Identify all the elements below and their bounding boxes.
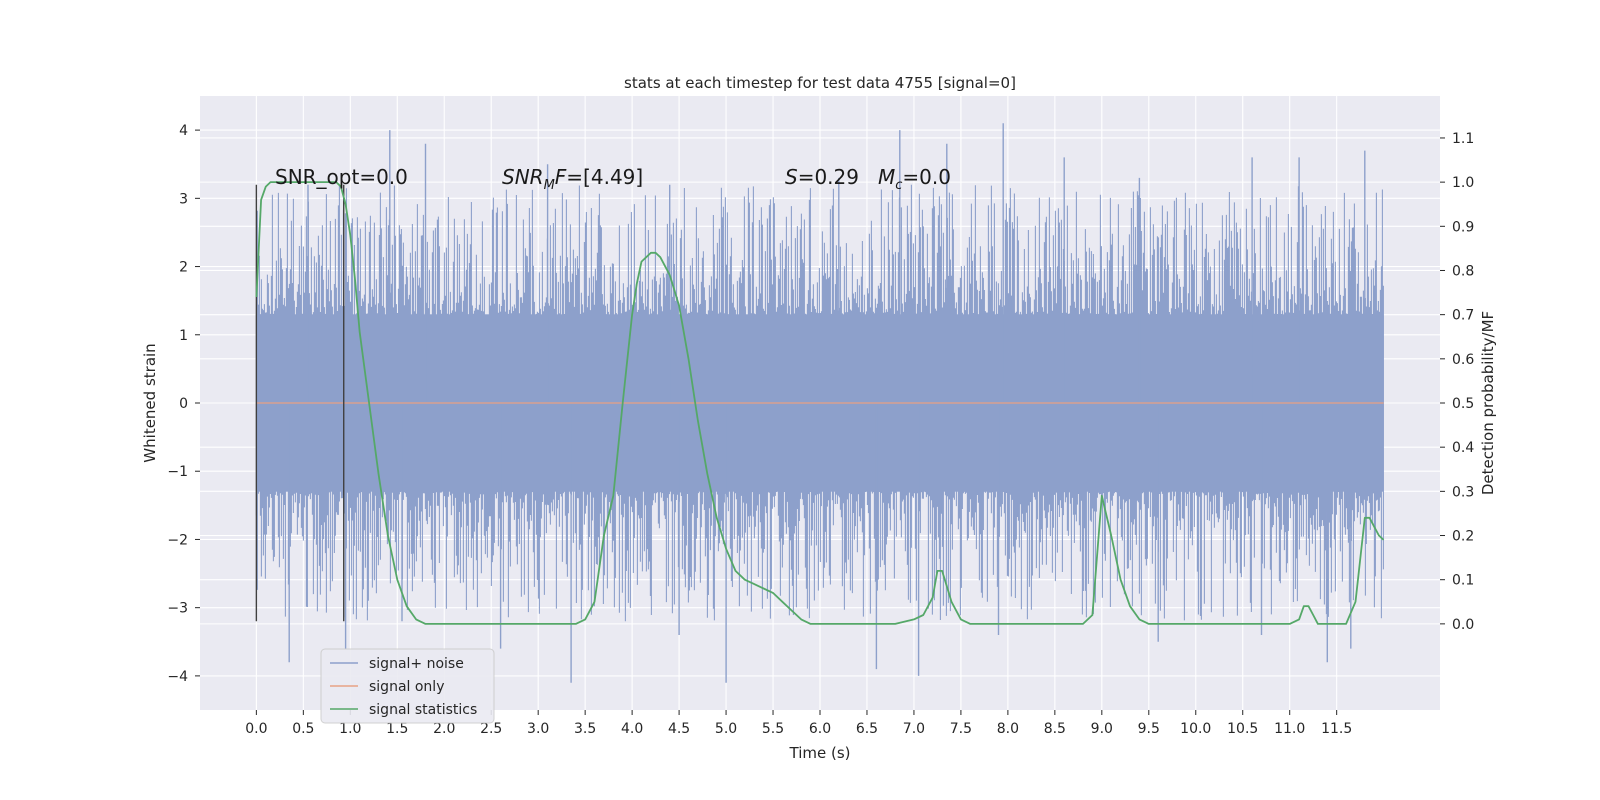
x-tick-label: 6.0 — [809, 721, 831, 737]
legend-label-signal-statistics: signal statistics — [369, 702, 477, 718]
annotation-s: S=0.29 — [785, 165, 859, 189]
x-tick-label: 0.5 — [292, 721, 314, 737]
y-axis-label: Whitened strain — [141, 343, 159, 462]
y2-tick-label: 0.8 — [1452, 263, 1474, 279]
annotation-snr-opt: SNR_opt=0.0 — [275, 165, 408, 189]
y2-tick-label: 0.6 — [1452, 352, 1474, 368]
x-tick-label: 3.5 — [574, 721, 596, 737]
legend-label-signal-only: signal only — [369, 679, 444, 695]
lines-layer — [255, 181, 1385, 625]
x-tick-label: 11.0 — [1274, 721, 1305, 737]
x-tick-label: 8.5 — [1044, 721, 1066, 737]
ticks: 0.0 0.5 1.0 1.5 2.0 2.5 3.0 3.5 4.0 4.5 5.0 5.5 6.0 6… — [167, 123, 1474, 737]
y2-tick-label: 0.4 — [1452, 440, 1474, 456]
y2-tick-label: 1.0 — [1452, 175, 1474, 191]
snr-mf-mid: F — [555, 165, 567, 189]
x-tick-label: 8.0 — [997, 721, 1019, 737]
x-tick-label: 4.0 — [621, 721, 643, 737]
x-tick-label: 3.0 — [527, 721, 549, 737]
x-tick-label: 11.5 — [1321, 721, 1352, 737]
chart-title: stats at each timestep for test data 475… — [624, 74, 1016, 92]
x-tick-label: 5.0 — [715, 721, 737, 737]
x-tick-label: 7.0 — [903, 721, 925, 737]
legend-label-signal-noise: signal+ noise — [369, 656, 464, 672]
legend-box — [320, 648, 495, 724]
y-tick-label: −3 — [167, 601, 188, 617]
snr-mf-prefix: SNR — [502, 165, 544, 189]
y2-tick-label: 0.0 — [1452, 617, 1474, 633]
y2-tick-label: 0.2 — [1452, 529, 1474, 545]
y-tick-label: −4 — [167, 669, 188, 685]
x-tick-label: 7.5 — [950, 721, 972, 737]
y-tick-label: 0 — [179, 396, 188, 412]
mc-sub: c — [895, 178, 902, 193]
y2-tick-label: 1.1 — [1452, 131, 1474, 147]
x-tick-label: 2.0 — [433, 721, 455, 737]
y2-axis-label: Detection probability/MF — [1479, 311, 1497, 495]
x-axis-label: Time (s) — [789, 744, 851, 762]
s-value: =0.29 — [798, 165, 859, 189]
snr-mf-value: =[4.49] — [566, 165, 643, 189]
snr-mf-sub: M — [544, 178, 555, 193]
y-tick-label: −1 — [167, 464, 188, 480]
x-tick-label: 4.5 — [668, 721, 690, 737]
annotation-snr-mf: SNRMF=[4.49] — [502, 165, 643, 193]
x-tick-label: 9.0 — [1091, 721, 1113, 737]
y-tick-label: 4 — [179, 123, 188, 139]
y-tick-label: 3 — [179, 191, 188, 207]
x-tick-label: 9.5 — [1138, 721, 1160, 737]
y-tick-label: 2 — [179, 260, 188, 276]
x-tick-label: 1.5 — [386, 721, 408, 737]
annotation-mc: Mc=0.0 — [878, 165, 951, 193]
y-tick-label: −2 — [167, 532, 188, 548]
y-tick-label: 1 — [179, 328, 188, 344]
y2-tick-label: 0.5 — [1452, 396, 1474, 412]
legend: signal+ noise signal only signal statist… — [320, 648, 495, 724]
x-tick-label: 2.5 — [480, 721, 502, 737]
y2-tick-label: 0.9 — [1452, 219, 1474, 235]
x-tick-label: 10.0 — [1180, 721, 1211, 737]
x-tick-label: 6.5 — [856, 721, 878, 737]
x-tick-label: 10.5 — [1227, 721, 1258, 737]
y2-tick-label: 0.7 — [1452, 308, 1474, 324]
mc-value: =0.0 — [902, 165, 951, 189]
x-tick-label: 5.5 — [762, 721, 784, 737]
y2-tick-label: 0.1 — [1452, 573, 1474, 589]
s-var: S — [785, 165, 798, 189]
noise-spikes — [288, 123, 1366, 683]
mc-var: M — [878, 165, 895, 189]
y2-tick-label: 0.3 — [1452, 484, 1474, 500]
x-tick-label: 0.0 — [245, 721, 267, 737]
x-tick-label: 1.0 — [339, 721, 361, 737]
series-signal-statistics — [255, 181, 1385, 625]
